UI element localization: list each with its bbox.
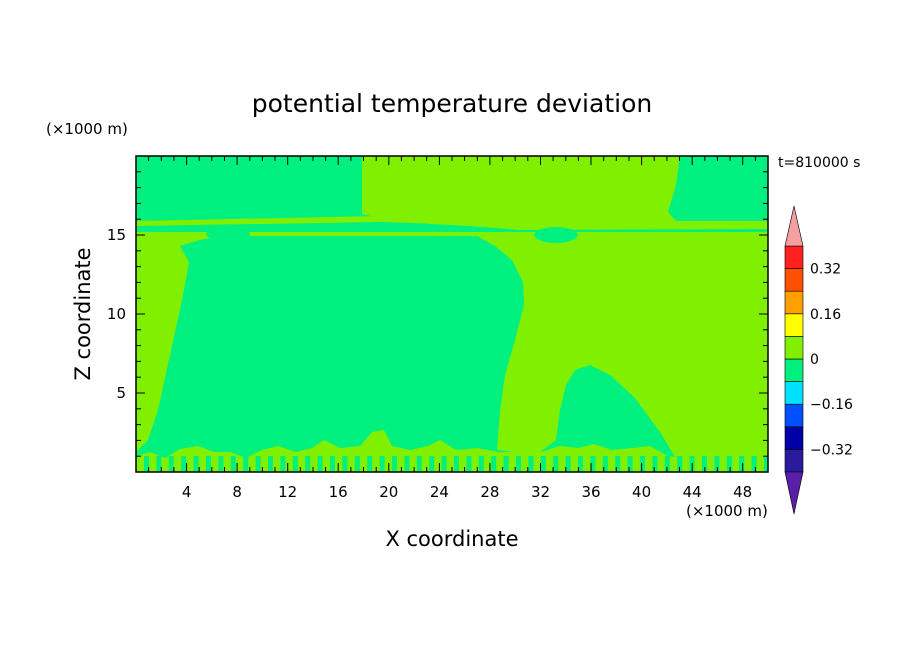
boundary-spike — [491, 456, 497, 472]
boundary-spike — [206, 456, 211, 472]
boundary-spike — [503, 456, 509, 472]
boundary-spike — [330, 456, 335, 472]
boundary-spike — [354, 456, 360, 472]
x-tick-label: 24 — [430, 483, 449, 501]
boundary-spike — [218, 456, 224, 472]
boundary-spike — [193, 456, 199, 472]
colorbar-segment — [784, 426, 804, 450]
boundary-spike — [429, 456, 435, 472]
x-tick-label: 40 — [632, 483, 651, 501]
y-unit-label: (×1000 m) — [46, 120, 128, 138]
boundary-spike — [168, 456, 174, 472]
boundary-spike — [156, 456, 162, 472]
y-tick-label: 10 — [107, 305, 126, 323]
x-tick-label: 12 — [278, 483, 297, 501]
colorbar-label: 0.32 — [810, 262, 841, 278]
boundary-spike — [664, 456, 670, 472]
x-tick-label: 4 — [182, 483, 192, 501]
chart-title: potential temperature deviation — [252, 89, 652, 118]
boundary-spike — [280, 456, 286, 472]
boundary-spike — [615, 456, 621, 472]
boundary-spike — [764, 456, 768, 472]
colorbar-extend-high — [784, 205, 804, 247]
x-tick-label: 36 — [581, 483, 600, 501]
colorbar-label: 0.16 — [810, 307, 841, 323]
boundary-spike — [181, 456, 187, 472]
boundary-spike — [342, 456, 348, 472]
boundary-spike — [627, 456, 633, 472]
y-axis: 5 10 15 — [107, 171, 768, 457]
boundary-spike — [553, 456, 559, 472]
x-axis: 4 8 12 16 20 24 28 32 36 40 44 48 — [148, 156, 756, 501]
boundary-spike — [590, 456, 596, 472]
boundary-spike — [652, 456, 658, 472]
field-right-positive — [470, 232, 768, 472]
boundary-spike — [578, 456, 583, 472]
x-tick-label: 8 — [232, 483, 242, 501]
boundary-spike — [317, 456, 323, 472]
field-upper-positive — [362, 156, 768, 230]
boundary-spike — [739, 456, 745, 472]
colorbar-segment — [784, 245, 804, 269]
colorbar-segment — [784, 313, 804, 337]
boundary-spike — [268, 456, 273, 472]
boundary-spike — [565, 456, 571, 472]
contour-field — [136, 156, 768, 472]
colorbar-segment — [784, 358, 804, 382]
colorbar: 0.32 0.16 0 −0.16 −0.32 — [784, 205, 853, 515]
boundary-spike — [292, 456, 298, 472]
boundary-spike — [602, 456, 608, 472]
x-tick-label: 44 — [683, 483, 702, 501]
boundary-spike — [702, 456, 707, 472]
colorbar-label: −0.32 — [810, 442, 853, 458]
boundary-spike — [540, 456, 546, 472]
boundary-spike — [640, 456, 645, 472]
boundary-spike — [751, 456, 757, 472]
boundary-spike — [478, 456, 484, 472]
y-axis-label: Z coordinate — [71, 247, 95, 380]
boundary-spike — [466, 456, 472, 472]
colorbar-segment — [784, 336, 804, 360]
x-tick-label: 28 — [480, 483, 499, 501]
time-label: t=810000 s — [778, 155, 860, 171]
boundary-spike — [379, 456, 385, 472]
x-tick-label: 48 — [733, 483, 752, 501]
boundary-spike — [454, 456, 459, 472]
boundary-spike — [255, 456, 261, 472]
boundary-spikes — [144, 456, 768, 472]
y-tick-label: 5 — [116, 384, 126, 402]
boundary-spike — [516, 456, 521, 472]
boundary-spike — [367, 456, 373, 472]
x-unit-label: (×1000 m) — [686, 502, 768, 520]
boundary-spike — [714, 456, 720, 472]
boundary-spike — [416, 456, 422, 472]
colorbar-extend-low — [784, 471, 804, 515]
boundary-spike — [528, 456, 534, 472]
colorbar-segment — [784, 381, 804, 405]
x-axis-label: X coordinate — [385, 527, 518, 551]
boundary-spike — [144, 456, 149, 472]
boundary-spike — [243, 456, 249, 472]
x-tick-label: 32 — [531, 483, 550, 501]
colorbar-segment — [784, 290, 804, 315]
colorbar-label: −0.16 — [810, 397, 853, 413]
x-tick-label: 20 — [379, 483, 398, 501]
colorbar-segment — [784, 268, 804, 292]
boundary-spike — [726, 456, 732, 472]
field-blob-left — [206, 227, 250, 241]
colorbar-label: 0 — [810, 352, 819, 368]
boundary-spike — [441, 456, 447, 472]
colorbar-segment — [784, 403, 804, 428]
y-tick-label: 15 — [107, 226, 126, 244]
field-blob-mid — [534, 227, 578, 243]
boundary-spike — [404, 456, 410, 472]
colorbar-segment — [784, 449, 804, 473]
boundary-spike — [305, 456, 311, 472]
field-band — [136, 216, 768, 229]
x-tick-label: 16 — [329, 483, 348, 501]
boundary-spike — [230, 456, 236, 472]
boundary-spike — [677, 456, 683, 472]
boundary-spike — [392, 456, 397, 472]
